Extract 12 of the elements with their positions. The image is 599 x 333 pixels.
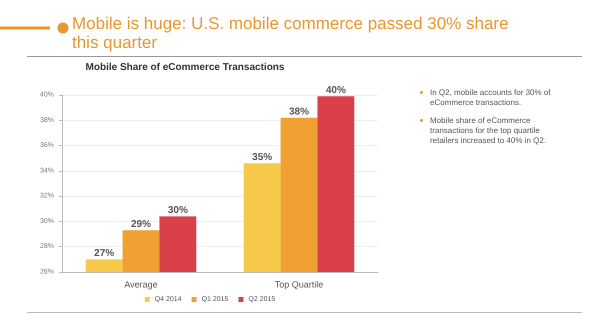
text: Mobile share of eCommerce transactions for the top quartile retailers increased to 40% in Q2. bbox=[429, 116, 548, 146]
data-label: 29% bbox=[130, 218, 152, 230]
data-label: 40% bbox=[326, 84, 346, 96]
text: In Q2, mobile accounts for 30% of eCommerce transactions. bbox=[429, 88, 552, 108]
x-tick-label: Top Quartile bbox=[274, 280, 324, 290]
data-label: 27% bbox=[94, 248, 114, 259]
x-tick-label: Average bbox=[124, 280, 158, 290]
data-label: 38% bbox=[288, 106, 310, 118]
data-label: 30% bbox=[168, 204, 188, 216]
chart-title: Mobile is huge: U.S. mobile commerce passed 30% share this quarter bbox=[72, 14, 510, 52]
data-label: 35% bbox=[252, 152, 272, 163]
chart-subtitle: Mobile Share of eCommerce Transactions bbox=[84, 62, 286, 73]
